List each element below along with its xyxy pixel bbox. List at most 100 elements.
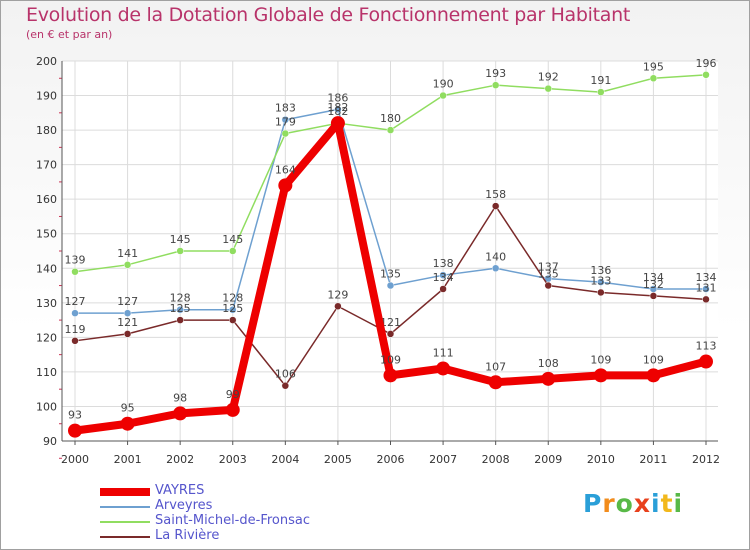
data-label-la-riviere: 131 [696, 281, 717, 294]
data-point-saint-michel-de-fronsac [702, 71, 710, 79]
data-point-la-riviere [281, 381, 290, 390]
data-point-vayres [278, 178, 293, 193]
data-label-saint-michel-de-fronsac: 145 [222, 233, 243, 246]
data-label-arveyres: 127 [117, 295, 138, 308]
data-label-la-riviere: 125 [222, 302, 243, 315]
data-point-vayres [646, 368, 661, 383]
data-label-la-riviere: 125 [170, 302, 191, 315]
data-point-la-riviere [334, 302, 342, 311]
legend-label: Saint-Michel-de-Fronsac [155, 513, 310, 528]
data-point-arveyres [281, 115, 290, 124]
legend-swatch [100, 521, 150, 523]
data-point-vayres [120, 416, 135, 431]
y-tick-label: 170 [36, 159, 57, 172]
data-label-vayres: 164 [275, 163, 296, 176]
data-label-la-riviere: 106 [275, 368, 296, 381]
data-label-arveyres: 134 [696, 271, 717, 284]
legend-label: VAYRES [155, 483, 205, 498]
data-label-arveyres: 183 [275, 102, 296, 115]
legend-label: Arveyres [155, 498, 213, 513]
data-point-arveyres [597, 278, 605, 286]
data-point-vayres [383, 368, 398, 383]
data-label-arveyres: 140 [485, 250, 506, 263]
data-point-la-riviere [544, 281, 552, 290]
data-label-la-riviere: 134 [433, 271, 454, 284]
data-label-vayres: 109 [590, 353, 611, 366]
data-point-la-riviere [176, 316, 184, 324]
data-point-arveyres [439, 271, 447, 279]
data-point-arveyres [229, 305, 237, 314]
data-point-saint-michel-de-fronsac [386, 126, 395, 134]
data-label-saint-michel-de-fronsac: 145 [170, 233, 191, 246]
data-point-vayres [541, 371, 556, 386]
data-point-vayres [699, 354, 713, 369]
y-tick-label: 190 [36, 90, 57, 103]
legend-swatch [100, 506, 150, 508]
data-label-saint-michel-de-fronsac: 191 [590, 74, 611, 87]
x-tick-label: 2008 [482, 453, 510, 466]
data-label-arveyres: 128 [222, 292, 243, 305]
data-point-arveyres [386, 281, 395, 290]
data-point-la-riviere [386, 330, 395, 338]
y-tick-label: 150 [36, 228, 57, 241]
data-point-saint-michel-de-fronsac [281, 129, 290, 138]
data-label-vayres: 109 [643, 353, 664, 366]
data-label-vayres: 98 [173, 391, 187, 404]
data-point-saint-michel-de-fronsac [176, 247, 184, 255]
data-point-vayres [593, 368, 608, 383]
data-label-la-riviere: 135 [538, 268, 559, 281]
data-point-saint-michel-de-fronsac [229, 247, 237, 255]
data-point-arveyres [491, 264, 500, 273]
data-label-saint-michel-de-fronsac: 190 [433, 78, 454, 91]
chart-subtitle: (en € et par an) [26, 28, 113, 41]
data-label-vayres: 113 [696, 340, 717, 353]
data-label-saint-michel-de-fronsac: 141 [117, 247, 138, 260]
data-label-saint-michel-de-fronsac: 193 [485, 67, 506, 80]
data-point-arveyres [123, 309, 132, 317]
data-point-vayres [225, 402, 240, 417]
data-label-arveyres: 134 [643, 271, 664, 284]
data-point-la-riviere [597, 288, 605, 297]
data-point-arveyres [702, 285, 710, 293]
data-label-vayres: 109 [380, 353, 401, 366]
data-label-saint-michel-de-fronsac: 195 [643, 60, 664, 73]
y-tick-label: 110 [36, 366, 57, 379]
x-tick-label: 2006 [377, 453, 405, 466]
data-point-la-riviere [702, 295, 710, 304]
data-label-arveyres: 137 [538, 261, 559, 274]
data-point-arveyres [71, 309, 79, 317]
data-label-vayres: 93 [68, 409, 82, 422]
data-label-la-riviere: 121 [380, 316, 401, 329]
data-point-arveyres [334, 105, 342, 114]
x-tick-label: 2010 [587, 453, 615, 466]
data-point-saint-michel-de-fronsac [123, 261, 132, 269]
legend-label: La Rivière [155, 528, 220, 543]
y-tick-label: 200 [36, 55, 57, 68]
data-label-saint-michel-de-fronsac: 139 [65, 254, 86, 267]
data-label-arveyres: 186 [327, 91, 348, 104]
data-label-saint-michel-de-fronsac: 179 [275, 116, 296, 129]
y-tick-label: 100 [36, 400, 57, 413]
data-label-vayres: 95 [121, 402, 135, 415]
data-label-vayres: 99 [226, 388, 240, 401]
y-tick-label: 90 [43, 435, 57, 448]
y-tick-label: 120 [36, 331, 57, 344]
x-tick-label: 2002 [166, 453, 194, 466]
data-point-la-riviere [229, 316, 237, 324]
data-point-saint-michel-de-fronsac [649, 74, 658, 83]
data-label-la-riviere: 133 [590, 274, 611, 287]
y-tick-label: 160 [36, 193, 57, 206]
data-label-la-riviere: 119 [65, 323, 86, 336]
data-point-la-riviere [71, 337, 79, 345]
data-point-saint-michel-de-fronsac [491, 81, 500, 89]
x-tick-label: 2003 [219, 453, 247, 466]
legend-swatch [100, 536, 150, 538]
y-tick-label: 180 [36, 124, 57, 137]
data-point-vayres [436, 361, 451, 376]
data-label-la-riviere: 121 [117, 316, 138, 329]
data-label-saint-michel-de-fronsac: 196 [696, 57, 717, 70]
data-point-la-riviere [439, 285, 447, 293]
y-tick-label: 130 [36, 297, 57, 310]
data-label-la-riviere: 132 [643, 278, 664, 291]
